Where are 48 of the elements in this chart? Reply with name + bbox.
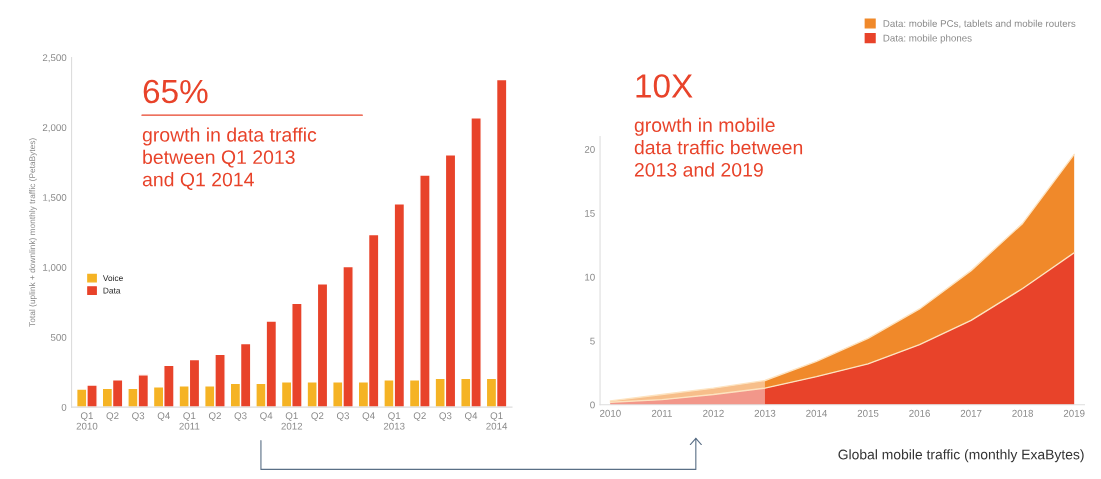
x-tick-label: Q1 2013 bbox=[383, 412, 405, 430]
x-tick-label: Q1 2012 bbox=[281, 412, 303, 430]
x-tick-label: Q4 bbox=[362, 412, 375, 421]
x-tick-label: Q3 bbox=[234, 412, 247, 421]
x-tick-label: 2019 bbox=[1063, 409, 1085, 417]
x-tick-label: 2012 bbox=[703, 409, 724, 417]
annotation: 65% bbox=[143, 79, 208, 104]
y-tick-label: 5 bbox=[590, 337, 595, 345]
x-tick-label: 2017 bbox=[960, 409, 982, 417]
annotation: growth in data traffic between Q1 2013 and Q1 2014 bbox=[142, 127, 317, 190]
y-tick-label: 15 bbox=[585, 209, 595, 217]
x-tick-label: 2016 bbox=[909, 409, 930, 417]
annotation: growth in mobile data traffic between 2013 and 2019 bbox=[634, 117, 803, 177]
x-tick-label: 2010 bbox=[600, 409, 621, 417]
x-axis-title: Global mobile traffic (monthly ExaBytes) bbox=[838, 449, 1084, 463]
y-tick-label: 1,500 bbox=[43, 194, 67, 203]
text: 10X bbox=[636, 74, 693, 98]
y-tick-label: 20 bbox=[584, 146, 595, 153]
x-tick-label: Q4 bbox=[464, 412, 478, 421]
y-tick-label: 500 bbox=[50, 333, 67, 341]
x-tick-label: 2015 bbox=[857, 409, 879, 417]
x-tick-label: 2018 bbox=[1012, 409, 1034, 417]
y-tick-label: 2,500 bbox=[42, 54, 67, 63]
x-tick-label: Q1 2010 bbox=[76, 412, 98, 430]
legend-label: Data: mobile PCs, tablets and mobile routers bbox=[883, 19, 1076, 29]
y-tick-label: 2,000 bbox=[42, 124, 67, 133]
x-tick-label: Q2 bbox=[311, 412, 324, 421]
legend-label: Data bbox=[103, 287, 121, 294]
y-tick-label: 0 bbox=[590, 401, 595, 409]
x-tick-label: Q2 bbox=[208, 412, 221, 421]
x-tick-label: Q3 bbox=[132, 412, 145, 421]
y-tick-label: 1,000 bbox=[43, 264, 67, 273]
x-tick-label: Q3 bbox=[439, 412, 452, 421]
legend-label: Data: mobile phones bbox=[883, 34, 972, 44]
legend-label: Voice bbox=[102, 274, 123, 282]
x-tick-label: Q3 bbox=[336, 412, 350, 421]
x-tick-label: Q2 bbox=[413, 412, 426, 421]
x-tick-label: Q2 bbox=[106, 412, 119, 421]
y-tick-label: 10 bbox=[585, 273, 595, 281]
x-tick-label: 2013 bbox=[754, 409, 776, 417]
y-tick-label: 0 bbox=[61, 403, 67, 411]
x-tick-label: Q1 2011 bbox=[179, 412, 200, 430]
x-tick-label: 2014 bbox=[806, 409, 828, 417]
x-tick-label: 2011 bbox=[651, 409, 672, 417]
x-tick-label: Q4 bbox=[157, 412, 170, 421]
x-tick-label: Q4 bbox=[260, 412, 273, 421]
x-tick-label: Q1 2014 bbox=[486, 412, 508, 430]
y-axis-title: Total (uplink + downlink) monthly traffic (PetaBytes) bbox=[29, 138, 37, 327]
